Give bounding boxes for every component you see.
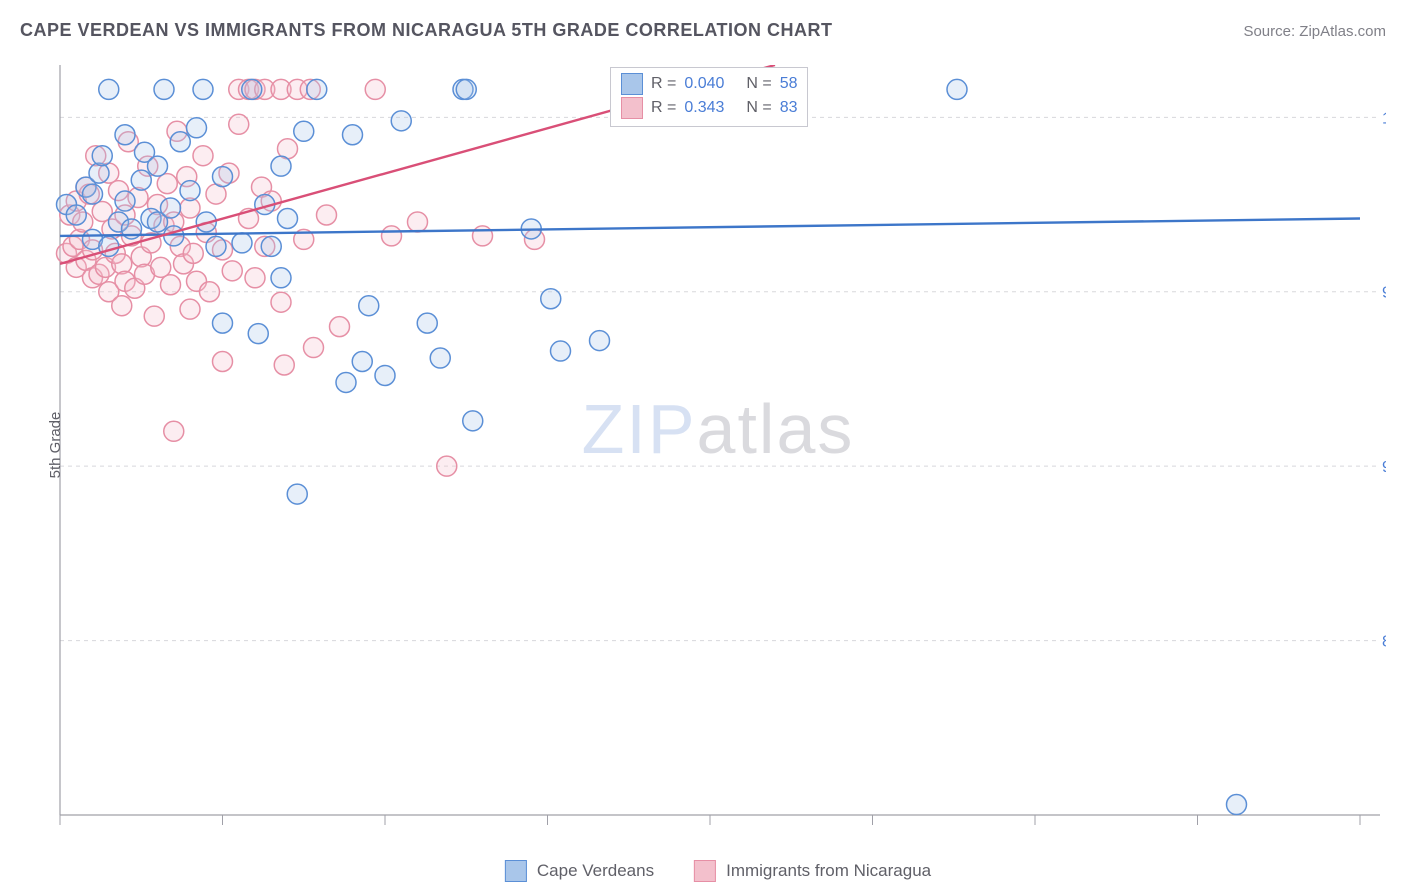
legend-item: Immigrants from Nicaragua xyxy=(694,860,931,882)
legend-label: Immigrants from Nicaragua xyxy=(726,861,931,881)
svg-text:90.0%: 90.0% xyxy=(1382,459,1386,476)
legend-series: Cape Verdeans Immigrants from Nicaragua xyxy=(505,860,931,882)
legend-n-value: 83 xyxy=(780,96,798,120)
scatter-chart: 0.0%40.0%85.0%90.0%95.0%100.0% xyxy=(50,55,1386,835)
legend-item: Cape Verdeans xyxy=(505,860,654,882)
legend-correlation: R = 0.040 N = 58 R = 0.343 N = 83 xyxy=(610,67,808,127)
chart-container: 5th Grade 0.0%40.0%85.0%90.0%95.0%100.0%… xyxy=(50,55,1386,835)
legend-swatch xyxy=(694,860,716,882)
y-axis-label: 5th Grade xyxy=(47,412,64,479)
legend-label: Cape Verdeans xyxy=(537,861,654,881)
legend-swatch xyxy=(505,860,527,882)
chart-title: CAPE VERDEAN VS IMMIGRANTS FROM NICARAGU… xyxy=(20,20,833,41)
legend-n-label: N = xyxy=(746,72,771,96)
legend-r-value: 0.040 xyxy=(684,72,738,96)
svg-text:95.0%: 95.0% xyxy=(1382,285,1386,302)
legend-r-label: R = xyxy=(651,72,676,96)
legend-r-label: R = xyxy=(651,96,676,120)
svg-text:100.0%: 100.0% xyxy=(1382,110,1386,127)
legend-swatch xyxy=(621,73,643,95)
legend-n-label: N = xyxy=(746,96,771,120)
svg-text:85.0%: 85.0% xyxy=(1382,634,1386,651)
legend-r-value: 0.343 xyxy=(684,96,738,120)
legend-swatch xyxy=(621,97,643,119)
source-label: Source: ZipAtlas.com xyxy=(1243,23,1386,40)
legend-n-value: 58 xyxy=(780,72,798,96)
